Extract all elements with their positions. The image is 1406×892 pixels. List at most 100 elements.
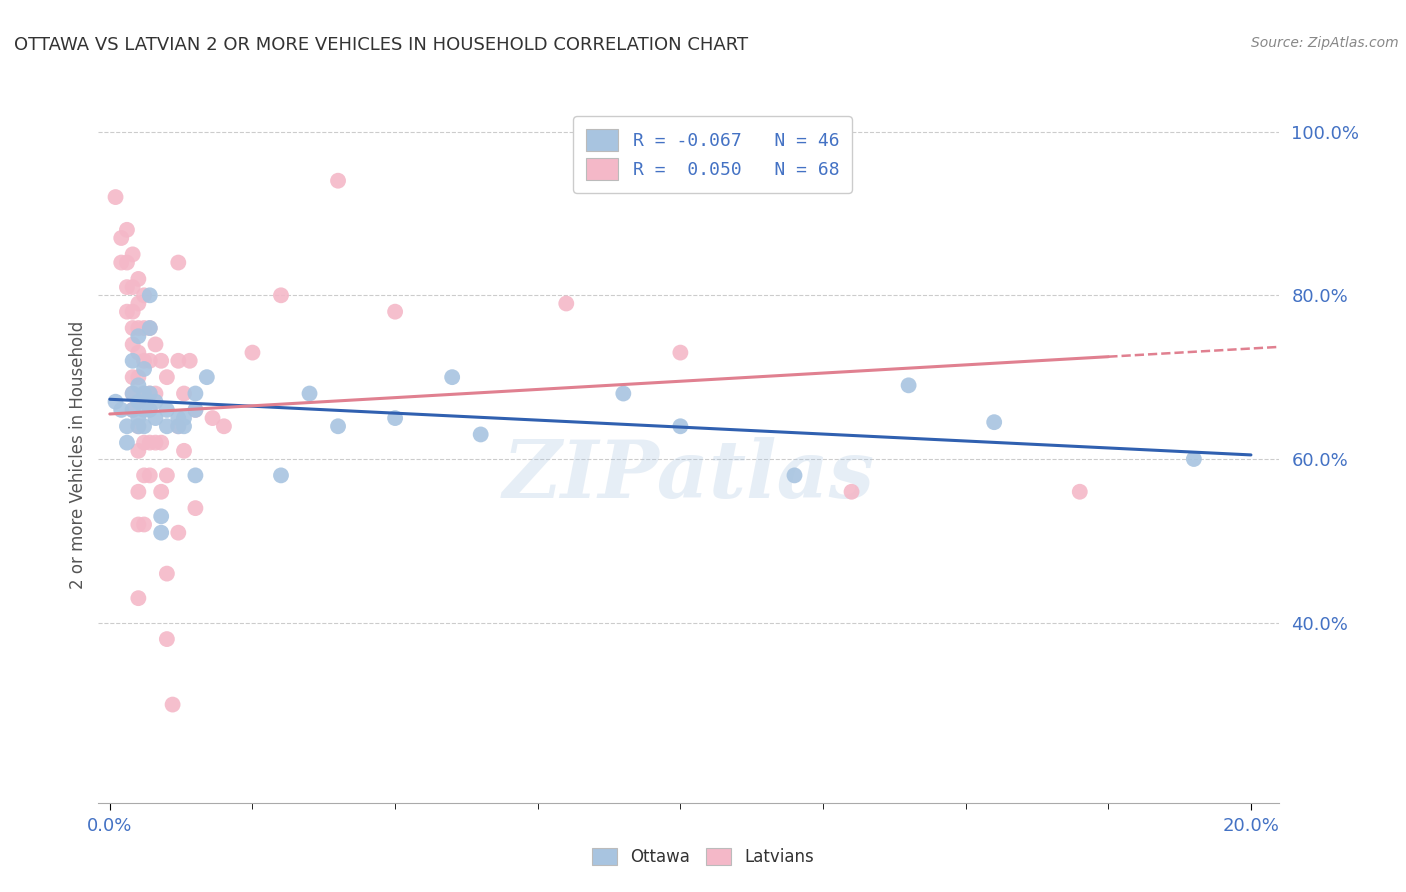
Point xyxy=(156,566,179,581)
Point xyxy=(167,411,190,425)
Text: OTTAWA VS LATVIAN 2 OR MORE VEHICLES IN HOUSEHOLD CORRELATION CHART: OTTAWA VS LATVIAN 2 OR MORE VEHICLES IN … xyxy=(14,36,748,54)
Point xyxy=(132,362,155,376)
Point xyxy=(121,337,143,351)
Point xyxy=(127,378,149,392)
Point xyxy=(121,386,143,401)
Point xyxy=(132,419,155,434)
Point xyxy=(115,280,138,294)
Point xyxy=(173,419,195,434)
Point xyxy=(470,427,492,442)
Point xyxy=(1182,452,1205,467)
Point xyxy=(841,484,863,499)
Point xyxy=(104,190,127,204)
Point xyxy=(150,484,173,499)
Point xyxy=(167,419,190,434)
Legend: R = -0.067   N = 46, R =  0.050   N = 68: R = -0.067 N = 46, R = 0.050 N = 68 xyxy=(574,116,852,193)
Point xyxy=(156,403,179,417)
Point xyxy=(179,353,201,368)
Point xyxy=(156,370,179,384)
Point xyxy=(167,353,190,368)
Point xyxy=(110,255,132,269)
Point xyxy=(127,419,149,434)
Point xyxy=(184,403,207,417)
Point xyxy=(121,370,143,384)
Point xyxy=(121,247,143,261)
Y-axis label: 2 or more Vehicles in Household: 2 or more Vehicles in Household xyxy=(69,321,87,589)
Point xyxy=(326,419,349,434)
Point xyxy=(121,280,143,294)
Point xyxy=(156,468,179,483)
Point xyxy=(139,403,162,417)
Point xyxy=(127,591,149,606)
Point xyxy=(127,394,149,409)
Point xyxy=(270,288,292,302)
Point xyxy=(132,435,155,450)
Point xyxy=(127,345,149,359)
Point xyxy=(150,435,173,450)
Point xyxy=(212,419,235,434)
Point xyxy=(167,255,190,269)
Point xyxy=(897,378,920,392)
Point xyxy=(139,353,162,368)
Point xyxy=(1069,484,1091,499)
Text: Source: ZipAtlas.com: Source: ZipAtlas.com xyxy=(1251,36,1399,50)
Point xyxy=(132,403,155,417)
Point xyxy=(669,345,692,359)
Point xyxy=(121,403,143,417)
Point xyxy=(145,386,167,401)
Point xyxy=(127,296,149,310)
Point xyxy=(184,403,207,417)
Point xyxy=(127,411,149,425)
Point xyxy=(139,435,162,450)
Point xyxy=(127,419,149,434)
Point xyxy=(115,419,138,434)
Point xyxy=(150,525,173,540)
Point xyxy=(115,223,138,237)
Point xyxy=(127,517,149,532)
Point xyxy=(127,394,149,409)
Point xyxy=(121,403,143,417)
Point xyxy=(384,304,406,318)
Point xyxy=(121,321,143,335)
Point xyxy=(184,468,207,483)
Point xyxy=(139,321,162,335)
Point xyxy=(110,231,132,245)
Point xyxy=(127,329,149,343)
Legend: Ottawa, Latvians: Ottawa, Latvians xyxy=(583,840,823,875)
Point xyxy=(270,468,292,483)
Point xyxy=(115,304,138,318)
Point xyxy=(983,415,1005,429)
Point xyxy=(127,443,149,458)
Point xyxy=(115,255,138,269)
Point xyxy=(132,386,155,401)
Point xyxy=(173,411,195,425)
Point xyxy=(132,353,155,368)
Point xyxy=(384,411,406,425)
Point xyxy=(110,403,132,417)
Point xyxy=(156,419,179,434)
Point xyxy=(132,468,155,483)
Point xyxy=(139,321,162,335)
Point xyxy=(162,698,184,712)
Point xyxy=(184,386,207,401)
Point xyxy=(121,353,143,368)
Point xyxy=(156,632,179,646)
Point xyxy=(145,394,167,409)
Point xyxy=(173,443,195,458)
Point xyxy=(167,525,190,540)
Point xyxy=(127,321,149,335)
Point xyxy=(145,337,167,351)
Point xyxy=(173,386,195,401)
Point xyxy=(127,370,149,384)
Point xyxy=(132,386,155,401)
Point xyxy=(121,304,143,318)
Point xyxy=(139,386,162,401)
Point xyxy=(150,353,173,368)
Point xyxy=(132,288,155,302)
Point xyxy=(150,509,173,524)
Point xyxy=(555,296,578,310)
Point xyxy=(298,386,321,401)
Point xyxy=(139,288,162,302)
Point xyxy=(145,411,167,425)
Point xyxy=(242,345,264,359)
